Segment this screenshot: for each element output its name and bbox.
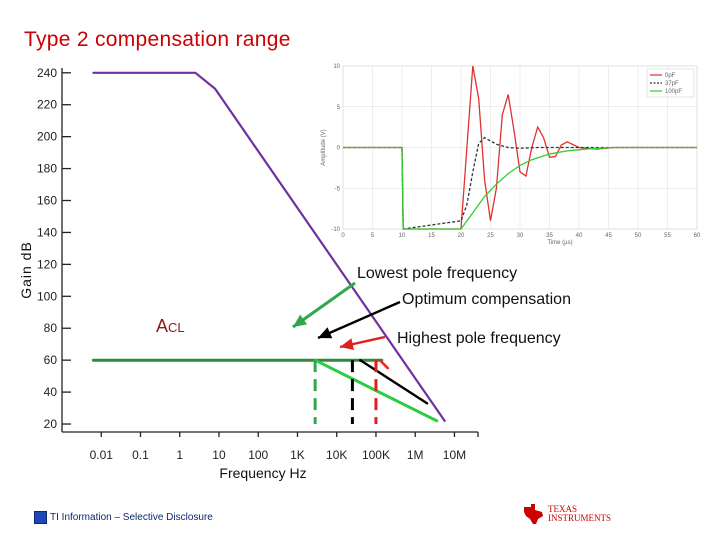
- x-tick-label-1m: 1M: [407, 448, 424, 462]
- series-optimum-compensation: [359, 359, 429, 405]
- inset-x-tick-10: 10: [399, 233, 406, 239]
- slide-title: Type 2 compensation range: [24, 28, 291, 51]
- x-tick-label-0-1: 0.1: [132, 448, 149, 462]
- annotation-highest-pole-frequency: Highest pole frequency: [397, 330, 561, 347]
- inset-y-tick-0: 0: [337, 146, 341, 152]
- inset-x-tick-5: 5: [371, 233, 375, 239]
- arrow-head-optimum-compensation: [318, 327, 333, 339]
- inset-x-tick-0: 0: [341, 233, 345, 239]
- inset-x-tick-15: 15: [428, 233, 435, 239]
- x-tick-label-10: 10: [212, 448, 226, 462]
- inset-x-tick-50: 50: [635, 233, 642, 239]
- bode-series: [91, 71, 446, 423]
- inset-x-tick-60: 60: [694, 233, 701, 239]
- footer-text: TI Information – Selective Disclosure: [50, 512, 213, 523]
- bode-labels: ACL Lowest pole frequency Optimum compensa…: [156, 265, 571, 350]
- acl-label: ACL: [156, 316, 185, 336]
- y-tick-label-220: 220: [37, 98, 57, 112]
- inset-x-label: Time (µs): [547, 240, 572, 246]
- ti-logo-text: TEXAS INSTRUMENTS: [548, 505, 611, 523]
- inset-legend-label-37pf: 37pF: [665, 81, 679, 87]
- inset-x-tick-20: 20: [458, 233, 465, 239]
- footer: TI Information – Selective Disclosure: [34, 511, 213, 524]
- y-tick-label-60: 60: [44, 353, 58, 367]
- arrow-head-lowest-pole-frequency: [293, 314, 308, 327]
- inset-y-tick-5: -5: [335, 186, 341, 192]
- series-open-loop-gain: [92, 71, 446, 422]
- texas-state-icon: [524, 504, 543, 524]
- x-tick-label-0-01: 0.01: [90, 448, 114, 462]
- x-axis-label: Frequency Hz: [219, 465, 306, 481]
- x-tick-label-1k: 1K: [290, 448, 305, 462]
- inset-y-tick-10: 10: [333, 64, 340, 70]
- y-tick-label-140: 140: [37, 225, 57, 239]
- arrow-head-highest-pole-frequency: [340, 338, 354, 350]
- y-tick-label-20: 20: [44, 417, 58, 431]
- y-tick-label-80: 80: [44, 321, 58, 335]
- inset-x-tick-40: 40: [576, 233, 583, 239]
- x-tick-label-10m: 10M: [443, 448, 466, 462]
- y-tick-label-200: 200: [37, 130, 57, 144]
- annotation-optimum-compensation: Optimum compensation: [402, 291, 571, 308]
- inset-x-tick-45: 45: [605, 233, 612, 239]
- inset-series-100pf: [343, 146, 697, 230]
- inset-legend-label-100pf: 100pF: [665, 89, 682, 95]
- bode-markers: [313, 360, 378, 425]
- annotation-lowest-pole-frequency: Lowest pole frequency: [357, 265, 517, 282]
- logo-text-line2: INSTRUMENTS: [548, 513, 612, 523]
- inset-x-tick-55: 55: [664, 233, 671, 239]
- ti-logo: TEXAS INSTRUMENTS: [522, 504, 611, 524]
- y-axis-label: Gain dB: [18, 241, 34, 299]
- y-tick-label-160: 160: [37, 194, 57, 208]
- y-tick-label-100: 100: [37, 289, 57, 303]
- x-tick-label-1: 1: [176, 448, 183, 462]
- inset-y-label: Amplitude (V): [321, 129, 327, 165]
- y-tick-label-120: 120: [37, 257, 57, 271]
- inset-x-tick-25: 25: [487, 233, 494, 239]
- footer-square-icon: [34, 511, 47, 524]
- x-tick-label-100k: 100K: [362, 448, 390, 462]
- y-tick-label-180: 180: [37, 162, 57, 176]
- inset-series-0pf: [343, 65, 697, 230]
- x-tick-label-10k: 10K: [326, 448, 347, 462]
- y-tick-label-40: 40: [44, 385, 58, 399]
- y-tick-label-240: 240: [37, 66, 57, 80]
- inset-x-tick-30: 30: [517, 233, 524, 239]
- x-tick-label-100: 100: [248, 448, 268, 462]
- inset-legend-label-0pf: 0pF: [665, 73, 676, 79]
- acl-label-sub: CL: [168, 320, 185, 335]
- inset-series-37pf: [343, 136, 697, 230]
- inset-y-tick-10: -10: [331, 227, 340, 233]
- acl-label-main: A: [156, 316, 168, 336]
- inset-y-tick-5: 5: [337, 105, 341, 111]
- series-highest-pole-frequency: [378, 358, 390, 370]
- logo-text-line1: TEXAS: [548, 504, 577, 514]
- inset-x-tick-35: 35: [546, 233, 553, 239]
- arrow-shaft-optimum-compensation: [317, 300, 401, 340]
